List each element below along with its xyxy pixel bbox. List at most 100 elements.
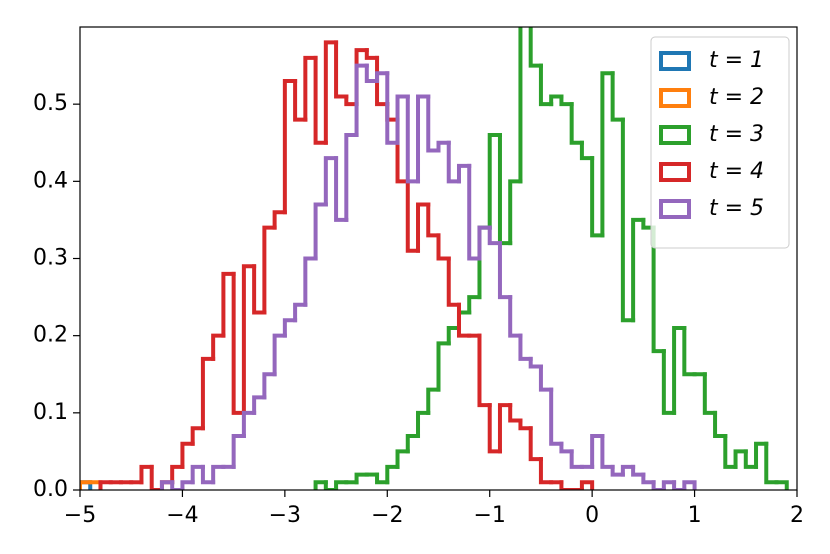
histogram-step [723,433,738,469]
histogram-step [702,372,718,415]
histogram-step [528,426,543,462]
histogram-step [549,94,564,107]
histogram-step [293,302,308,323]
histogram-step [364,48,380,60]
histogram-step [590,433,605,469]
histogram-step [170,480,185,490]
x-tick-label: −1 [473,503,505,528]
histogram-step [508,403,523,423]
histogram-step [344,94,359,107]
histogram-step [528,27,543,68]
histogram-step [272,333,287,377]
histogram-step [221,271,236,338]
histogram-step [180,480,195,490]
histogram-step [303,256,318,307]
histogram-step [313,55,328,145]
histogram-step [467,163,482,261]
histogram-step [477,333,492,408]
x-tick-label: 1 [688,503,702,528]
histogram-step [385,464,400,485]
histogram-step [487,403,502,454]
histogram-step [80,480,93,490]
histogram-step [426,387,441,415]
histogram-step [733,449,748,469]
histogram-step [620,117,636,323]
histogram-step [426,202,441,238]
histogram-step [743,449,759,469]
histogram-step [641,217,656,230]
histogram-step [282,79,298,215]
legend-label: t = 4 [709,159,764,184]
histogram-step [538,364,554,392]
histogram-step [549,387,564,446]
legend-label: t = 1 [709,48,764,73]
histogram-step [682,325,697,377]
histogram-step [170,464,185,485]
histogram-step [764,441,779,485]
histogram-step [631,464,646,477]
histogram-step [405,179,421,253]
histogram-step [518,418,533,431]
histogram-step [508,179,523,246]
x-tick-label: −2 [371,503,403,528]
x-tick-label: −4 [166,503,198,528]
histogram-step [508,295,523,338]
histogram-step [559,480,574,490]
histogram-step [180,441,195,469]
histogram-step [405,94,421,184]
histogram-step [631,217,646,323]
histogram-step [579,480,595,490]
histogram-step [610,71,625,122]
histogram-step [579,140,595,161]
histogram-step [446,256,461,307]
histogram-step [651,480,666,490]
histogram-step [487,133,502,230]
histogram-step [538,63,554,107]
histogram-step [446,325,461,346]
histogram-step [262,372,277,400]
histogram-step [354,63,369,138]
histogram-step [159,480,175,490]
legend-swatch [659,88,691,108]
histogram-step [590,156,605,238]
legend-label: t = 3 [709,122,764,147]
histogram-step [436,341,451,392]
histogram-step [200,464,216,485]
histogram-step [211,464,226,485]
histogram-step [518,27,523,184]
histogram-step [672,480,687,490]
x-tick-label: 0 [585,503,599,528]
histogram-step [456,302,472,338]
x-tick-label: −3 [269,503,301,528]
histogram-step [661,480,677,490]
histogram-step [354,472,369,485]
legend-swatch [659,125,691,145]
legend-swatch [659,162,691,182]
histogram-step [538,457,554,485]
histogram-step [149,464,164,490]
histogram-step [661,349,677,415]
y-tick-label: 0.3 [33,246,68,271]
histogram-step [569,102,584,145]
histogram-step [334,156,349,222]
histogram-step [282,318,298,338]
histogram-step [262,225,277,315]
x-tick-label: 2 [790,503,804,528]
histogram-step [467,295,482,315]
histogram-step [334,480,349,490]
histogram-step [375,71,390,84]
histogram-step [497,241,513,300]
histogram-step [559,94,574,107]
legend-swatch [659,199,691,219]
histogram-step [569,449,584,469]
histogram-step [375,472,390,485]
histogram-step [416,94,431,184]
histogram-step [272,210,287,230]
histogram-step [252,264,267,315]
plot-area [80,27,789,490]
y-tick-label: 0.5 [33,91,68,116]
histogram-step [395,449,410,469]
histogram-step [395,94,410,145]
histogram-step [651,225,666,354]
histogram-step [190,426,205,446]
